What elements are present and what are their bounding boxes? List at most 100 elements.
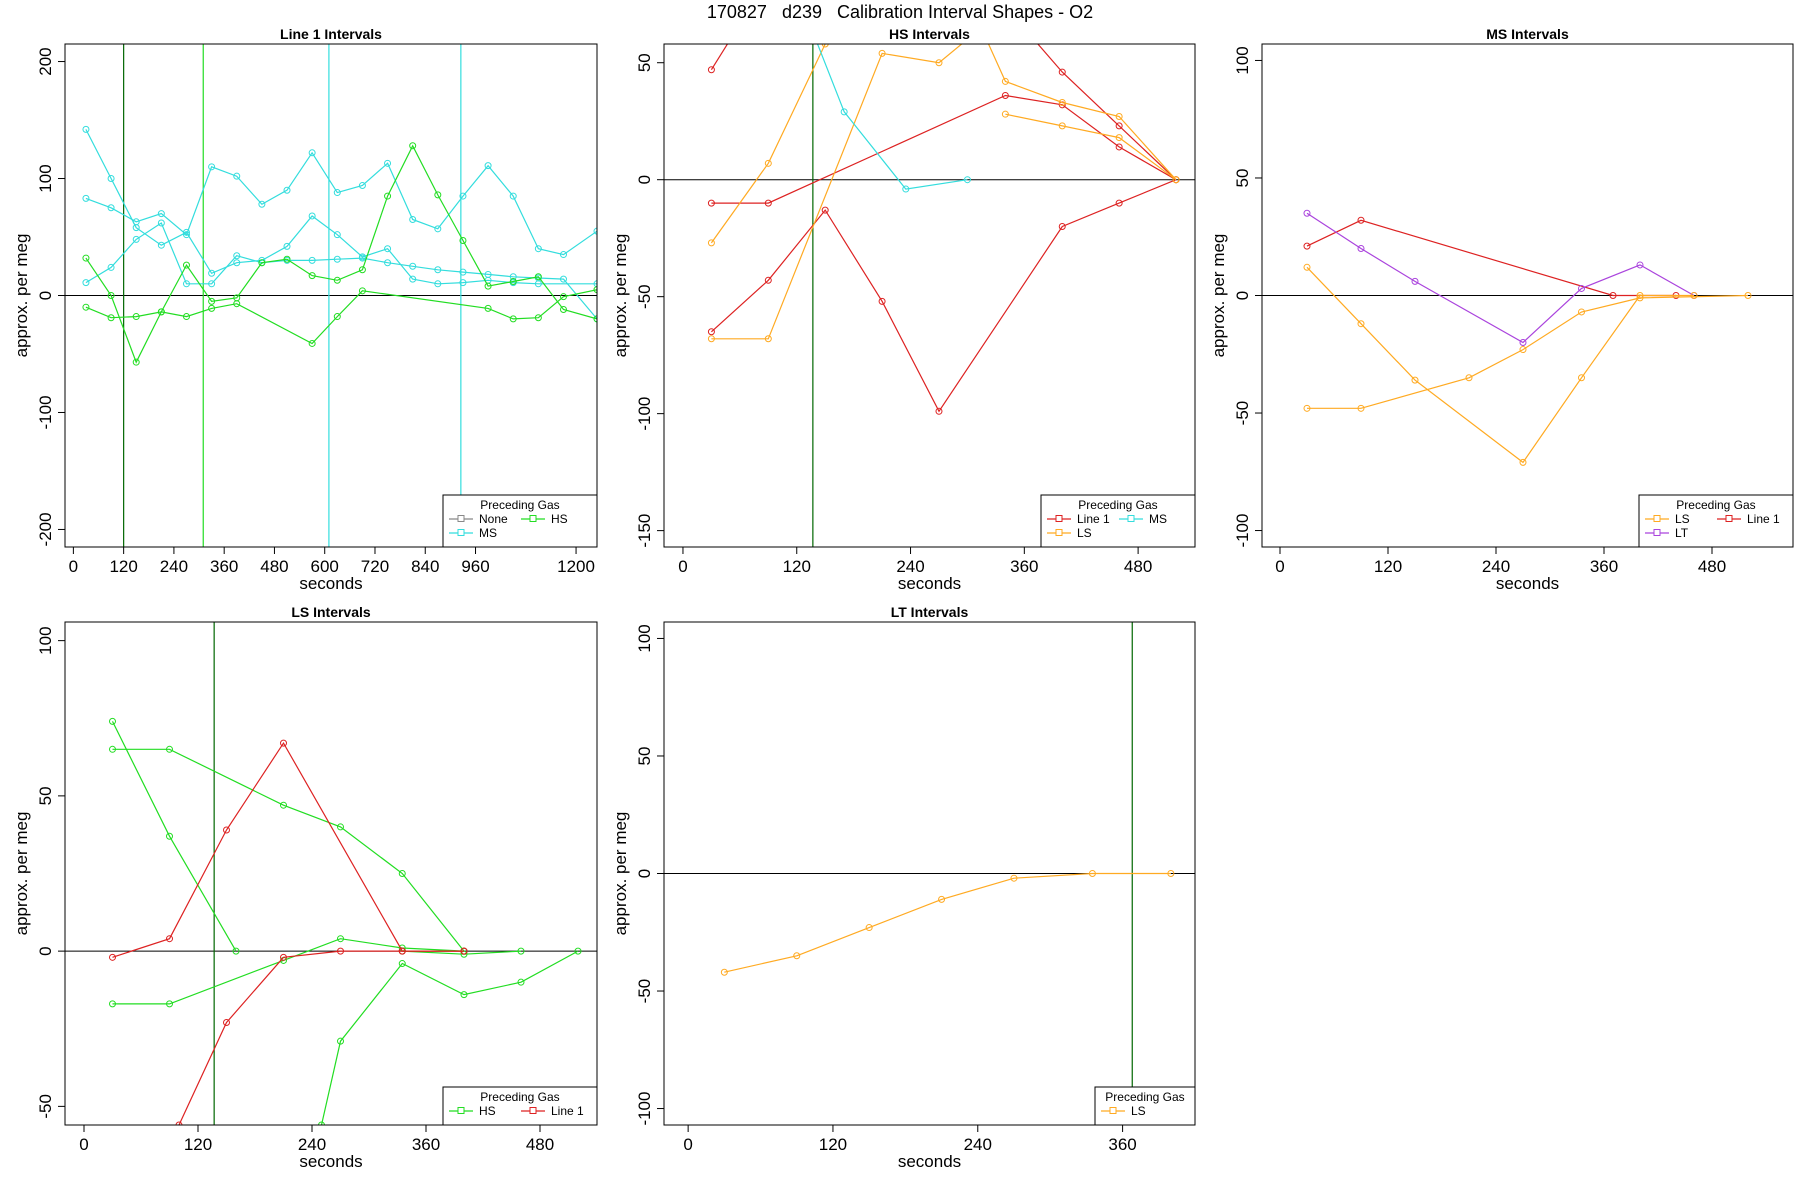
y-tick-label-2: 0: [1233, 291, 1252, 300]
series-1-point-12: [384, 159, 392, 167]
series-3-point-4: [935, 407, 943, 415]
series-5-point-1: [166, 935, 173, 943]
series-4-point-14: [593, 286, 597, 294]
y-axis-label: approx. per meg: [1209, 234, 1228, 358]
series-2-point-4: [182, 280, 190, 288]
legend-label-0: None: [479, 512, 508, 526]
series-line-2: [112, 938, 465, 1005]
series-2-point-4: [1115, 143, 1123, 151]
series-0-point-1: [107, 175, 115, 183]
series-1-point-6: [233, 172, 241, 180]
series-4-point-1: [107, 314, 115, 322]
y-tick-label-0: -100: [1233, 514, 1252, 548]
series-line-8: [816, 44, 968, 190]
series-1-point-4: [1578, 284, 1585, 292]
legend-label-2: LT: [1675, 526, 1689, 540]
y-tick-label-2: 50: [36, 786, 55, 805]
series-0-point-3: [938, 895, 946, 903]
y-tick-label-1: -50: [1233, 401, 1252, 426]
series-2-point-0: [82, 279, 90, 287]
series-2-point-9: [308, 256, 316, 264]
legend-label-1: Line 1: [551, 1104, 584, 1118]
series-2-point-0: [707, 199, 715, 207]
series-7-point-0: [1001, 110, 1009, 118]
series-4-point-1: [764, 159, 772, 167]
series-1-point-3: [337, 823, 344, 831]
series-0-point-5: [1088, 870, 1096, 877]
x-tick-label-1: 120: [783, 557, 811, 576]
series-line-3: [1307, 294, 1749, 409]
series-0-point-19: [593, 280, 597, 288]
x-tick-label-2: 240: [1482, 557, 1510, 576]
series-3-point-5: [208, 297, 216, 305]
x-tick-label-0: 0: [1275, 557, 1284, 576]
y-tick-label-4: 50: [635, 53, 654, 72]
x-tick-label-7: 840: [411, 557, 439, 576]
legend-title: Preceding Gas: [480, 1090, 559, 1104]
legend-label-1: Line 1: [1747, 512, 1780, 526]
x-tick-label-5: 600: [311, 557, 339, 576]
x-tick-label-0: 0: [79, 1135, 88, 1154]
plot-area: [664, 622, 1195, 1125]
y-axis-label: approx. per meg: [12, 812, 31, 936]
series-line-3: [85, 144, 597, 364]
legend-label-0: LS: [1131, 1104, 1146, 1118]
series-1-point-17: [509, 192, 517, 200]
series-3-point-10: [333, 276, 341, 284]
series-3-point-7: [258, 259, 266, 267]
legend-label-1: MS: [1149, 512, 1167, 526]
series-3-point-4: [517, 978, 525, 986]
series-2-point-1: [764, 199, 772, 207]
series-1-point-0: [109, 745, 116, 753]
series-6-point-5: [460, 947, 468, 955]
legend-title: Preceding Gas: [1078, 498, 1157, 512]
panel-3: LS Intervals 0 120 240 360 480 seconds -50 0 50 10…: [12, 604, 598, 1171]
x-tick-label-2: 240: [298, 1135, 326, 1154]
y-tick-label-1: 0: [36, 946, 55, 955]
series-3-point-1: [107, 292, 115, 299]
series-5-point-3: [280, 739, 287, 747]
series-1-point-14: [434, 225, 442, 233]
legend-box: [442, 494, 598, 548]
series-6-point-0: [983, 36, 989, 42]
series-4-point-3: [157, 308, 165, 316]
legend-swatch-marker-2: [457, 529, 465, 536]
series-3-point-2: [821, 206, 829, 214]
series-4-point-10: [484, 304, 492, 312]
series-0-point-0: [707, 66, 715, 74]
series-3-point-2: [1465, 374, 1473, 382]
series-3-point-4: [1578, 308, 1585, 316]
series-line-5: [711, 44, 963, 340]
series-5-point-0: [707, 335, 715, 343]
series-2-point-6: [233, 252, 241, 260]
series-2-point-1: [1357, 320, 1365, 328]
series-3-point-5: [574, 947, 582, 955]
series-6-point-1: [223, 1019, 230, 1027]
legend-swatch-marker-1: [529, 515, 537, 522]
series-1-point-10: [333, 189, 341, 197]
x-tick-label-3: 360: [210, 557, 238, 576]
series-3-point-1: [337, 1037, 344, 1045]
series-6-point-4: [398, 947, 406, 955]
panel-title: Line 1 Intervals: [280, 26, 382, 42]
series-2-point-15: [459, 268, 467, 276]
series-2-point-2: [132, 235, 140, 243]
series-2-point-3: [1519, 458, 1527, 466]
y-tick-label-2: 0: [635, 869, 654, 878]
series-7-point-2: [1115, 134, 1123, 142]
series-2-point-1: [107, 263, 115, 271]
x-tick-label-4: 480: [1124, 557, 1152, 576]
series-5-point-2: [878, 49, 886, 57]
series-2-point-0: [1303, 263, 1311, 271]
series-1-point-0: [1031, 36, 1037, 42]
legend-swatch-marker-0: [457, 1107, 465, 1114]
series-8-point-1: [840, 108, 848, 116]
series-4-point-9: [358, 287, 366, 295]
x-tick-label-9: 1200: [557, 557, 595, 576]
series-1-point-11: [358, 182, 366, 190]
series-4-point-2: [517, 947, 525, 955]
y-tick-label-1: -50: [635, 979, 654, 1004]
panel-title: HS Intervals: [889, 26, 970, 42]
series-4-point-5: [208, 304, 216, 312]
